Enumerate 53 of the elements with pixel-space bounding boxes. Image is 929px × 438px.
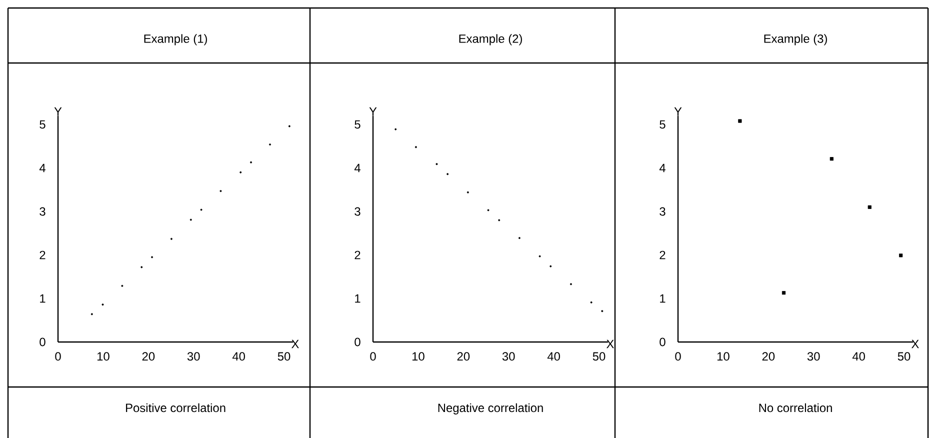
x-axis-title: X	[606, 340, 614, 348]
y-tick-label: 3	[40, 207, 46, 216]
y-tick-label: 1	[40, 294, 46, 303]
x-tick-label: 30	[807, 352, 820, 361]
chart-title: Example (3)	[764, 34, 827, 46]
y-tick-label: 0	[354, 338, 360, 346]
x-tick-label: 10	[717, 352, 730, 361]
y-tick-label: 0	[660, 338, 666, 346]
y-tick-label: 1	[355, 294, 360, 303]
y-tick-label: 5	[354, 120, 360, 129]
point	[899, 254, 903, 258]
y-tick-label: 4	[659, 164, 666, 172]
point	[830, 157, 834, 161]
x-tick-label: 50	[898, 352, 910, 361]
y-tick-label: 0	[40, 338, 46, 346]
y-tick-label: 2	[660, 250, 666, 260]
point	[868, 205, 872, 209]
x-tick-label: 20	[457, 352, 470, 361]
x-tick-label: 30	[187, 352, 200, 361]
y-axis-title: Y	[369, 107, 377, 116]
x-tick-label: 0	[675, 352, 681, 361]
x-tick-label: 40	[232, 352, 245, 361]
point	[782, 291, 786, 295]
y-axis-title: Y	[674, 107, 682, 116]
y-tick-label: 1	[660, 294, 666, 303]
x-tick-label: 10	[412, 352, 424, 361]
y-tick-label: 3	[660, 207, 666, 216]
y-tick-label: 4	[354, 164, 360, 172]
y-tick-label: 3	[354, 207, 360, 216]
chart-title: Example (1)	[144, 34, 207, 46]
x-tick-label: 10	[97, 352, 110, 361]
text: Negative correlation	[438, 403, 543, 414]
x-tick-label: 20	[762, 352, 775, 361]
x-tick-label: 30	[502, 352, 515, 361]
y-axis-title: Y	[54, 107, 62, 116]
text: No correlation	[759, 403, 832, 412]
text: Positive correlation	[126, 403, 226, 412]
y-tick-label: 5	[40, 120, 46, 129]
x-tick-label: 0	[55, 352, 61, 361]
y-tick-label: 4	[39, 164, 46, 172]
x-tick-label: 50	[278, 352, 290, 361]
x-tick-label: 40	[547, 352, 560, 361]
x-tick-label: 50	[592, 352, 606, 361]
x-axis-title: X	[911, 340, 919, 348]
x-tick-label: 20	[142, 352, 155, 361]
point	[738, 119, 742, 123]
x-tick-label: 0	[370, 352, 376, 361]
y-tick-label: 5	[660, 120, 666, 129]
chart-title: Example (2)	[459, 34, 522, 46]
y-tick-label: 2	[40, 250, 46, 260]
x-tick-label: 40	[852, 352, 865, 361]
x-axis-title: X	[291, 340, 299, 348]
y-tick-label: 2	[354, 250, 360, 260]
